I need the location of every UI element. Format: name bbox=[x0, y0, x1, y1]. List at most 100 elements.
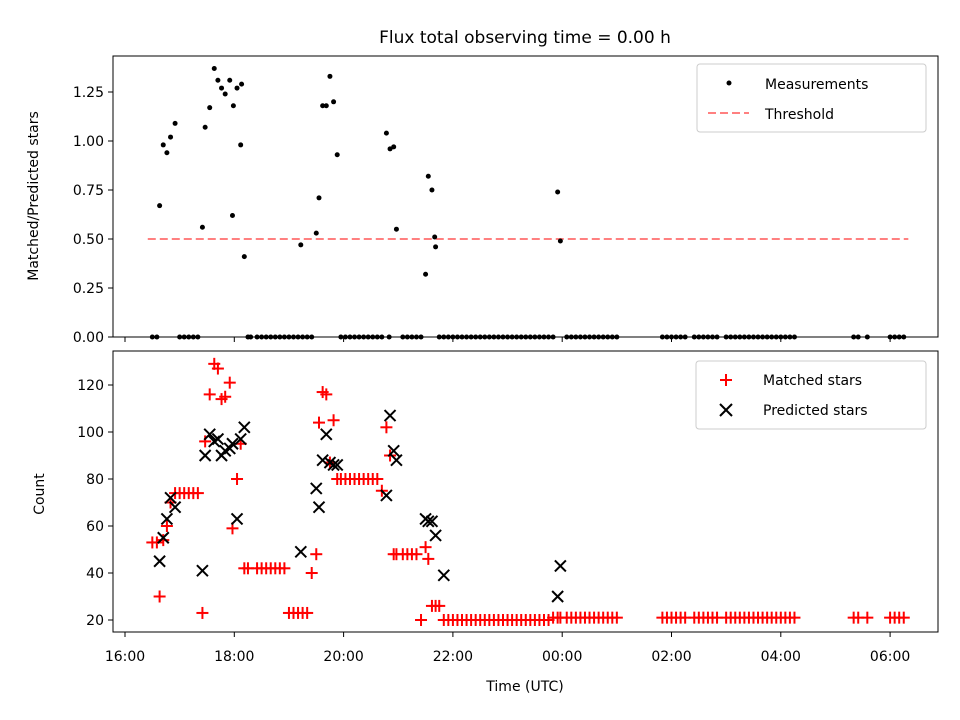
measurement-point bbox=[199, 224, 205, 230]
matched-legend-label: Matched stars bbox=[763, 373, 862, 389]
ratio-y-tick-label: 0.00 bbox=[73, 330, 104, 346]
measurement-point bbox=[160, 142, 166, 148]
measurement-point bbox=[222, 91, 228, 97]
ratio-y-ticks: 0.00 0.25 0.50 0.75 1.00 1.25 bbox=[73, 85, 113, 346]
measurement-point bbox=[423, 271, 429, 277]
x-tick-label: 02:00 bbox=[651, 649, 691, 665]
matched-star-point bbox=[153, 590, 166, 603]
matched-star-point bbox=[150, 536, 163, 549]
measurement-point bbox=[157, 203, 163, 209]
x-tick-label: 22:00 bbox=[433, 649, 473, 665]
matched-star-point bbox=[160, 520, 173, 532]
measurement-point bbox=[238, 142, 244, 148]
predicted-star-point bbox=[316, 453, 329, 467]
measurement-point bbox=[230, 103, 236, 109]
count-x-ticks: 16:00 18:00 20:00 22:00 00:00 02:00 04:00 06:00 bbox=[105, 632, 910, 665]
predicted-star-point bbox=[310, 482, 323, 495]
ratio-y-tick-label: 1.00 bbox=[73, 134, 104, 150]
measurement-point bbox=[334, 152, 340, 158]
predicted-star-point bbox=[226, 437, 239, 450]
matched-star-point bbox=[897, 611, 910, 624]
predicted-star-point bbox=[230, 512, 244, 526]
x-tick-label: 06:00 bbox=[870, 649, 910, 665]
measurement-point bbox=[331, 99, 337, 105]
matched-star-point bbox=[219, 390, 232, 403]
matched-star-point bbox=[610, 611, 623, 624]
measurement-point bbox=[234, 85, 240, 91]
predicted-legend-label: Predicted stars bbox=[763, 403, 868, 419]
matched-star-point bbox=[223, 376, 236, 389]
count-marks bbox=[146, 357, 910, 626]
x-tick-label: 16:00 bbox=[105, 649, 145, 665]
x-tick-label: 04:00 bbox=[761, 649, 801, 665]
ratio-legend-box bbox=[696, 63, 927, 133]
matched-star-point bbox=[191, 487, 204, 500]
measurement-point bbox=[316, 195, 322, 201]
matched-star-point bbox=[211, 362, 224, 375]
chart-title: Flux total observing time = 0.00 h bbox=[379, 28, 671, 48]
count-panel: 20 40 60 80 100 120 16:00 18:00 20:00 22:00 00:00… bbox=[32, 350, 939, 695]
measurement-point bbox=[202, 124, 208, 130]
predicted-star-point bbox=[437, 569, 450, 582]
count-y-axis-label: Count bbox=[32, 473, 48, 515]
predicted-star-point bbox=[211, 432, 225, 446]
measurement-point bbox=[432, 234, 438, 240]
measurement-point bbox=[320, 103, 326, 109]
measurement-point bbox=[229, 212, 235, 218]
measurement-point bbox=[239, 81, 245, 87]
measurement-point bbox=[323, 103, 329, 109]
measurement-point bbox=[227, 77, 233, 83]
measurements-legend-marker bbox=[726, 80, 732, 86]
predicted-star-point bbox=[312, 500, 326, 514]
matched-star-point bbox=[320, 388, 333, 401]
measurement-point bbox=[433, 244, 439, 250]
matched-star-point bbox=[157, 534, 170, 547]
predicted-star-point bbox=[422, 515, 435, 528]
matched-star-point bbox=[231, 473, 244, 485]
ratio-y-tick-label: 0.50 bbox=[73, 232, 104, 248]
matched-star-point bbox=[278, 562, 291, 575]
measurement-point bbox=[241, 254, 247, 260]
predicted-star-point bbox=[429, 529, 442, 542]
predicted-star-point bbox=[160, 512, 174, 526]
predicted-star-point bbox=[554, 559, 567, 573]
count-y-tick-label: 20 bbox=[86, 613, 104, 629]
ratio-y-tick-label: 0.75 bbox=[73, 183, 104, 199]
matched-star-point bbox=[301, 606, 314, 619]
count-axes-frame bbox=[112, 350, 939, 633]
measurement-point bbox=[383, 130, 389, 136]
measurement-point bbox=[298, 242, 304, 248]
predicted-star-point bbox=[390, 453, 403, 467]
matched-star-point bbox=[199, 435, 212, 448]
ratio-y-tick-label: 1.25 bbox=[73, 85, 104, 101]
predicted-star-point bbox=[331, 458, 344, 472]
predicted-star-point bbox=[157, 531, 170, 544]
measurement-point bbox=[219, 85, 225, 91]
measurement-point bbox=[211, 65, 217, 71]
count-legend-box bbox=[695, 360, 927, 430]
predicted-legend-marker bbox=[719, 403, 733, 417]
predicted-star-point bbox=[168, 500, 182, 514]
predicted-star-point bbox=[327, 458, 340, 472]
matched-star-point bbox=[788, 611, 801, 624]
predicted-star-point bbox=[238, 421, 251, 434]
predicted-star-point bbox=[425, 515, 439, 528]
count-legend: Matched stars Predicted stars bbox=[695, 360, 927, 430]
predicted-star-point bbox=[380, 489, 393, 502]
count-y-tick-label: 40 bbox=[86, 566, 104, 582]
predicted-star-point bbox=[387, 444, 400, 458]
matched-star-point bbox=[415, 614, 428, 626]
matched-star-point bbox=[371, 473, 384, 485]
matched-star-point bbox=[433, 599, 446, 612]
x-tick-label: 00:00 bbox=[542, 649, 582, 665]
x-axis-label: Time (UTC) bbox=[485, 679, 563, 695]
predicted-star-point bbox=[203, 428, 216, 441]
predicted-star-point bbox=[551, 590, 564, 603]
matched-legend-marker bbox=[720, 374, 732, 386]
ratio-legend: Measurements Threshold bbox=[696, 63, 927, 133]
ratio-y-axis-label: Matched/Predicted stars bbox=[26, 111, 42, 281]
predicted-star-point bbox=[234, 432, 247, 446]
matched-star-point bbox=[305, 567, 318, 579]
measurement-point bbox=[327, 73, 333, 79]
measurement-point bbox=[393, 226, 399, 232]
